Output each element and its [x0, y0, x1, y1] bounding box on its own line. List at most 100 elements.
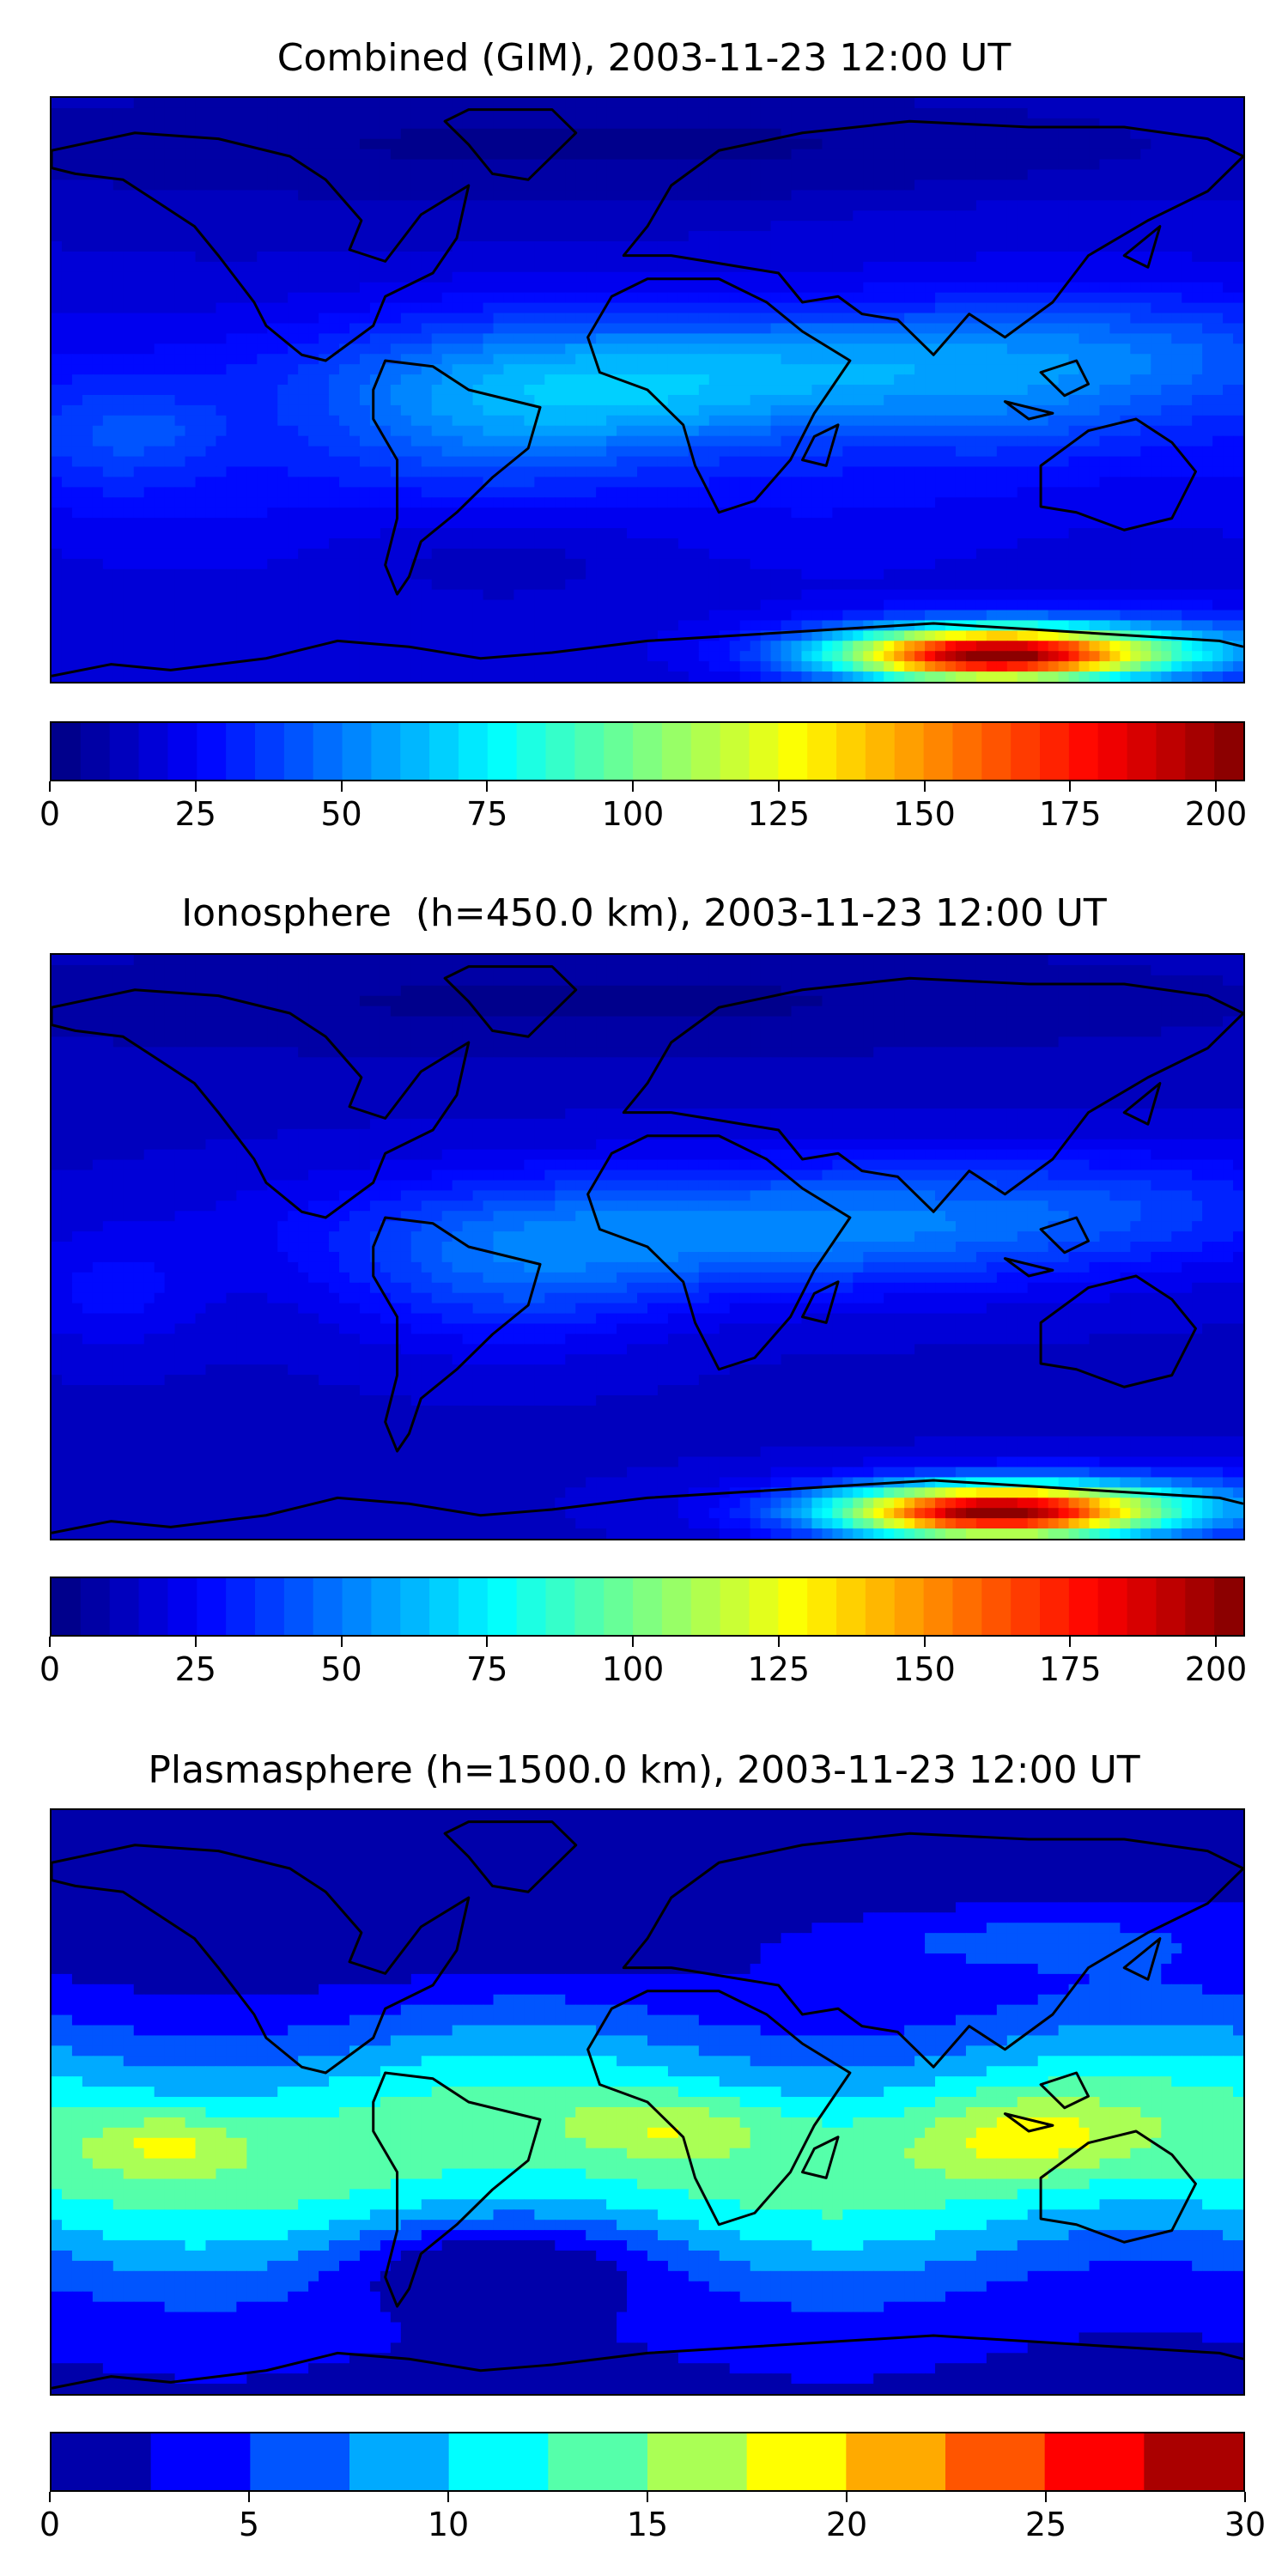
contour-cell [986, 507, 998, 519]
contour-cell [1027, 231, 1039, 242]
contour-cell [400, 128, 412, 140]
contour-cell [811, 466, 823, 477]
contour-cell [925, 107, 936, 119]
contour-cell [894, 251, 905, 263]
contour-cell [565, 282, 576, 294]
contour-cell [637, 354, 648, 365]
contour-cell [945, 385, 957, 396]
contour-cell [1068, 425, 1080, 437]
contour-cell [1109, 128, 1121, 140]
contour-cell [791, 251, 803, 263]
contour-cell [513, 477, 526, 488]
contour-cell [955, 456, 967, 468]
contour-cell [1233, 507, 1243, 519]
contour-cell [586, 261, 597, 273]
contour-cell [390, 128, 402, 140]
contour-cell [975, 98, 987, 109]
contour-cell [842, 477, 854, 488]
contour-cell [729, 221, 741, 232]
contour-cell [996, 385, 1008, 396]
contour-cell [935, 487, 946, 498]
contour-cell [216, 343, 228, 355]
contour-cell [894, 343, 905, 355]
contour-cell [739, 241, 751, 252]
contour-cell [1048, 292, 1060, 304]
contour-cell [873, 456, 884, 468]
contour-cell [277, 343, 289, 355]
contour-cell [677, 221, 690, 232]
contour-cell [143, 292, 155, 304]
contour-cell [503, 128, 515, 140]
contour-cell [195, 313, 207, 325]
contour-cell [884, 241, 895, 252]
contour-cell [205, 231, 217, 242]
contour-cell [884, 374, 895, 386]
contour-cell [842, 466, 854, 477]
contour-cell [174, 354, 186, 365]
contour-cell [719, 528, 731, 539]
contour-cell [1192, 518, 1203, 529]
contour-cell [513, 323, 526, 334]
contour-cell [996, 169, 1008, 181]
contour-cell [195, 415, 207, 427]
contour-cell [226, 282, 237, 294]
contour-cell [965, 343, 977, 355]
contour-cell [791, 497, 803, 508]
contour-cell [431, 333, 443, 344]
contour-cell [739, 354, 751, 365]
contour-cell [154, 313, 166, 325]
contour-cell [329, 507, 340, 519]
contour-cell [617, 507, 628, 519]
contour-cell [1089, 210, 1101, 222]
contour-cell [975, 343, 987, 355]
contour-cell [894, 149, 905, 161]
contour-cell [390, 292, 402, 304]
contour-cell [246, 323, 258, 334]
contour-cell [339, 466, 350, 477]
contour-cell [257, 446, 268, 458]
contour-cell [986, 251, 998, 263]
contour-cell [1078, 179, 1091, 191]
contour-cell [1006, 210, 1018, 222]
contour-cell [1130, 507, 1141, 519]
contour-cell [811, 415, 823, 427]
contour-cell [421, 446, 433, 458]
contour-cell [185, 169, 197, 181]
contour-cell [925, 271, 936, 283]
contour-cell [319, 425, 330, 437]
contour-cell [975, 128, 987, 140]
contour-cell [1027, 374, 1039, 386]
contour-cell [698, 385, 710, 396]
contour-cell [1089, 497, 1101, 508]
contour-cell [236, 118, 247, 130]
contour-cell [102, 179, 114, 191]
contour-cell [781, 354, 793, 365]
contour-cell [1017, 487, 1029, 498]
contour-cell [1048, 528, 1060, 539]
contour-cell [555, 200, 566, 211]
contour-cell [975, 282, 987, 294]
contour-cell [154, 149, 166, 161]
contour-cell [1089, 190, 1101, 201]
contour-cell [1027, 292, 1039, 304]
contour-cell [853, 343, 864, 355]
contour-cell [185, 466, 197, 477]
contour-cell [339, 138, 350, 150]
contour-cell [185, 179, 197, 191]
contour-cell [205, 149, 217, 161]
contour-cell [329, 241, 340, 252]
contour-cell [647, 128, 659, 140]
contour-cell [801, 394, 813, 406]
contour-cell [986, 149, 998, 161]
contour-cell [52, 518, 63, 529]
contour-cell [832, 385, 843, 396]
contour-cell [236, 179, 247, 191]
contour-cell [339, 169, 350, 181]
contour-cell [1027, 98, 1039, 109]
contour-cell [164, 394, 176, 406]
contour-cell [205, 364, 217, 375]
contour-cell [544, 415, 556, 427]
contour-cell [534, 98, 545, 109]
contour-cell [544, 343, 556, 355]
contour-cell [1161, 261, 1172, 273]
